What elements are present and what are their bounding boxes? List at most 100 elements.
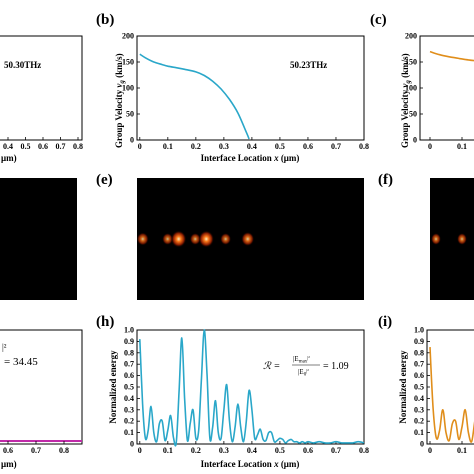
y-tick-label: 0.4 [124,394,134,403]
x-tick-label: 0 [138,446,142,455]
y-tick-label: 0.6 [124,371,134,380]
panel-a-xlabel-fragment: μm) [1,153,17,163]
y-tick-label: 50 [126,110,134,119]
x-tick-label: 0 [428,142,432,151]
heatmap-hotspot [136,232,149,246]
panel-b-xlabel: Interface Location x (μm) [201,153,300,163]
x-tick-label: 0.8 [359,142,369,151]
heatmap-hotspot [431,233,441,245]
y-tick-label: 0.8 [124,348,134,357]
panel-i-label: (i) [378,314,392,330]
panel-g-frame [0,329,83,445]
panel-b-series [139,53,250,140]
panel-h-eq-denominator: |E0|² [298,368,309,378]
panel-g: |² = 34.45 0.6 0.7 0.8 μm) [0,329,83,469]
y-tick-label: 0.6 [414,371,424,380]
panel-c-series [429,50,474,62]
y-tick-label: 150 [122,58,134,67]
heatmap-hotspot [198,230,215,248]
y-tick-label: 0 [130,440,134,449]
x-tick-label: 0.5 [275,142,285,151]
panel-c-axes: 0 0.1 0 50 100 150 200 [405,32,467,152]
panel-c-ylabel: Group Velocity vg (km/s) [400,53,412,148]
x-tick-label: 0.8 [59,446,69,455]
panel-a-frame [0,35,83,141]
y-tick-label: 0.5 [414,383,424,392]
y-tick-label: 200 [122,32,134,41]
y-tick-label: 0 [413,136,417,145]
y-tick-label: 0.8 [414,348,424,357]
x-tick-label: 0.8 [73,142,83,151]
x-tick-label: 0.1 [163,142,173,151]
panel-e-hotspots [136,230,255,248]
panel-g-eq-fragment-top: |² [2,342,7,352]
panel-h-ylabel: Normalized energy [108,350,118,424]
x-tick-label: 0.2 [191,446,201,455]
heatmap-hotspot [457,233,467,245]
panel-b-annotation: 50.23THz [290,60,327,70]
panel-b-ylabel: Group Velocity vg (km/s) [114,53,126,148]
y-tick-label: 0.5 [124,383,134,392]
y-tick-label: 0.9 [124,337,134,346]
y-tick-label: 1.0 [414,326,424,335]
heatmap-hotspot [170,230,187,248]
x-tick-label: 0.4 [247,142,257,151]
panel-g-eq-fragment-value: = 34.45 [4,356,38,368]
heatmap-hotspot [220,232,232,246]
panel-g-xlabel-fragment: μm) [1,459,17,469]
panel-f: (f) [378,172,474,300]
panel-h-series [139,329,365,447]
panel-b: (b) 50.23THz Group Velocity vg (km/s) In… [96,12,369,163]
x-tick-label: 0.1 [457,446,467,455]
panel-c-frame [419,35,474,141]
y-tick-label: 200 [405,32,417,41]
x-tick-label: 0.7 [31,446,41,455]
panel-d [0,178,77,300]
y-tick-label: 0.3 [124,405,134,414]
y-tick-label: 0.1 [414,428,424,437]
x-tick-label: 0.8 [359,446,369,455]
panel-e: (e) [96,172,364,300]
x-tick-label: 0.3 [219,142,229,151]
y-tick-label: 100 [122,84,134,93]
panel-a-annotation: 50.30THz [4,60,41,70]
panel-i: (i) Normalized energy 0 0.100.10.20.30.40… [378,314,474,455]
x-tick-label: 0.2 [191,142,201,151]
panel-b-label: (b) [96,12,114,28]
x-tick-label: 0.4 [3,142,13,151]
heatmap-hotspot [162,232,174,246]
panel-h-eq-numerator: |Emax|² [293,355,310,365]
panel-h-equation: ℛ = |Emax|² |E0|² = 1.09 [263,355,349,378]
x-tick-label: 0.3 [219,446,229,455]
panel-d-heatmap [0,178,77,300]
x-tick-label: 0.1 [163,446,173,455]
series-line-h-0 [139,329,365,447]
y-tick-label: 0.4 [414,394,424,403]
panel-a: 50.30THz 0.4 0.5 0.6 0.7 0.8 μm) [0,35,83,163]
panel-i-ylabel: Normalized energy [398,350,408,424]
panel-h-eq-rhs: = 1.09 [323,361,349,372]
y-tick-label: 0.7 [414,360,424,369]
x-tick-label: 0.6 [303,142,313,151]
heatmap-hotspot [241,231,255,247]
panel-c: (c) Group Velocity vg (km/s) 0 0.1 0 50 100 1… [370,12,474,151]
panel-h-xlabel: Interface Location x (μm) [201,459,300,469]
y-tick-label: 0 [420,440,424,449]
series-line-i-0 [429,347,474,443]
panel-h-frame [136,329,365,445]
y-tick-label: 0.2 [124,417,134,426]
panel-h-axes: 0 0.1 0.2 0.3 0.4 0.5 0.6 0.7 0.8 0 0.1 0.2 0.3 0.4 0.… [124,326,369,456]
y-tick-label: 0.1 [124,428,134,437]
panel-g-x-ticks: 0.6 0.7 0.8 [3,441,69,455]
heatmap-hotspot [189,232,201,246]
panel-b-axes: 0 0.1 0.2 0.3 0.4 0.5 0.6 0.7 0.8 0 50 100 150 200 [122,32,369,152]
x-tick-label: 0.7 [56,142,66,151]
y-tick-label: 0.3 [414,405,424,414]
y-tick-label: 0.7 [124,360,134,369]
panel-f-label: (f) [378,172,393,188]
x-tick-label: 0.5 [275,446,285,455]
panel-i-series [429,347,474,443]
panel-c-label: (c) [370,12,387,28]
x-tick-label: 0.7 [331,446,341,455]
